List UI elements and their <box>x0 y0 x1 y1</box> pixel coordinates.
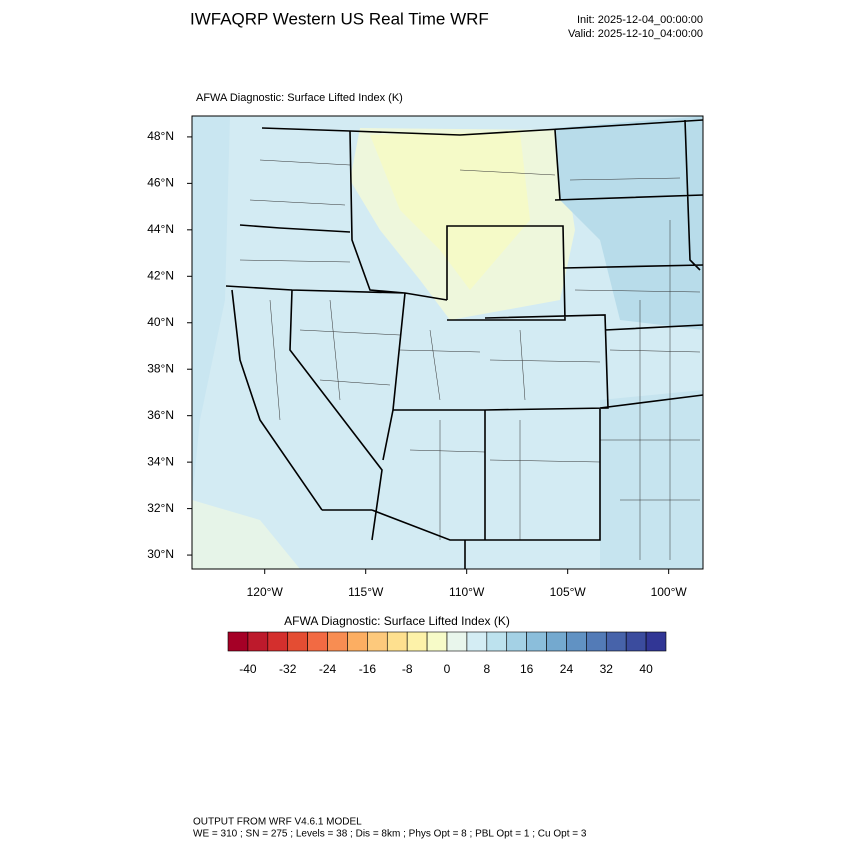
colorbar-box <box>645 631 667 652</box>
colorbar-label: 8 <box>483 662 490 676</box>
footer-line: WE = 310 ; SN = 275 ; Levels = 38 ; Dis … <box>193 829 587 840</box>
colorbar-box <box>287 631 308 652</box>
colorbar-label: -24 <box>319 662 337 676</box>
map <box>191 115 704 570</box>
colorbar-box <box>307 631 328 652</box>
y-tick-label: 44°N <box>147 222 174 236</box>
colorbar-box <box>347 631 368 652</box>
y-tick-label: 40°N <box>147 315 174 329</box>
colorbar-box <box>566 631 587 652</box>
colorbar-box <box>367 631 388 652</box>
colorbar-label: 32 <box>600 662 614 676</box>
colorbar-label: 40 <box>639 662 653 676</box>
y-tick-label: 30°N <box>147 547 174 561</box>
colorbar-label: 16 <box>520 662 534 676</box>
colorbar-title: AFWA Diagnostic: Surface Lifted Index (K… <box>284 614 510 628</box>
y-tick-label: 34°N <box>147 454 174 468</box>
colorbar-box <box>446 631 468 652</box>
y-tick-label: 38°N <box>147 361 174 375</box>
colorbar-label: -16 <box>359 662 377 676</box>
x-tick-label: 100°W <box>651 585 688 599</box>
colorbar-box <box>227 631 249 652</box>
x-tick-label: 120°W <box>247 585 284 599</box>
x-tick-label: 115°W <box>348 585 384 599</box>
y-tick-label: 36°N <box>147 408 174 422</box>
x-tick-label: 110°W <box>449 585 485 599</box>
colorbar-box <box>546 631 567 652</box>
colorbar-box <box>466 631 488 652</box>
y-tick-label: 42°N <box>147 268 174 282</box>
y-tick-label: 48°N <box>147 129 174 143</box>
colorbar-box <box>247 631 269 652</box>
x-tick-label: 105°W <box>550 585 587 599</box>
colorbar-label: -8 <box>402 662 413 676</box>
field-patch <box>600 390 703 569</box>
colorbar-box <box>506 631 527 652</box>
colorbar-box <box>327 631 348 652</box>
y-tick-label: 32°N <box>147 501 174 515</box>
valid-time: Valid: 2025-12-10_04:00:00 <box>568 28 703 40</box>
map-subtitle: AFWA Diagnostic: Surface Lifted Index (K… <box>196 92 403 104</box>
colorbar-box <box>605 631 627 652</box>
colorbar-box <box>426 631 448 652</box>
colorbar-box <box>526 631 547 652</box>
ocean <box>192 116 230 500</box>
y-tick-label: 46°N <box>147 176 174 190</box>
title: IWFAQRP Western US Real Time WRF <box>190 9 489 28</box>
colorbar-box <box>386 631 408 652</box>
field-patch <box>555 116 703 330</box>
colorbar-label: -32 <box>279 662 297 676</box>
map-frame <box>191 115 704 570</box>
colorbar-label: -40 <box>239 662 257 676</box>
colorbar-box <box>586 631 607 652</box>
colorbar-box <box>406 631 428 652</box>
colorbar-box <box>625 631 647 652</box>
colorbar-label: 24 <box>560 662 574 676</box>
field-patch <box>192 500 300 569</box>
colorbar-label: 0 <box>444 662 451 676</box>
colorbar-box <box>267 631 289 652</box>
colorbar-box <box>486 631 508 652</box>
footer-line: OUTPUT FROM WRF V4.6.1 MODEL <box>193 817 362 828</box>
init-time: Init: 2025-12-04_00:00:00 <box>577 14 703 26</box>
